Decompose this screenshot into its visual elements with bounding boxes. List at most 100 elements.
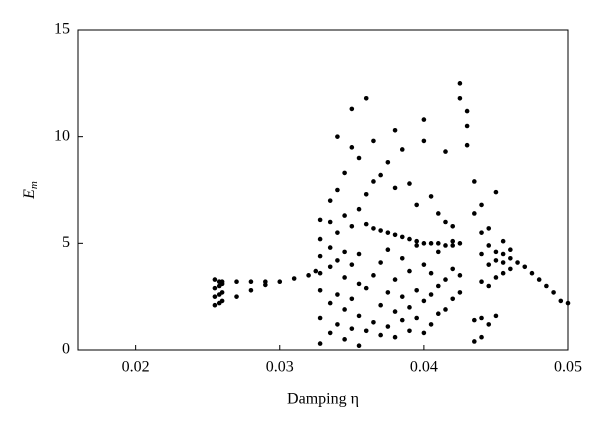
point (327, 219, 333, 225)
point (493, 258, 499, 263)
plot-frame (77, 29, 569, 351)
point (378, 302, 383, 308)
point (522, 264, 528, 270)
point (435, 241, 441, 246)
y-tick-label: 5 (62, 234, 70, 251)
point (378, 260, 383, 265)
point (450, 296, 456, 302)
point (464, 123, 470, 129)
point (565, 300, 571, 306)
point (363, 221, 369, 227)
point (317, 270, 323, 276)
point (385, 247, 391, 253)
y-axis-label: Em (21, 181, 40, 200)
point (443, 243, 448, 248)
point (399, 294, 405, 299)
point (378, 332, 383, 338)
point (385, 290, 391, 295)
point (435, 211, 441, 216)
point (428, 322, 434, 327)
point (414, 238, 419, 244)
point (414, 287, 419, 293)
point (508, 247, 513, 253)
point (399, 147, 405, 152)
point (399, 317, 405, 323)
point (443, 149, 448, 154)
point (342, 213, 347, 218)
point (317, 217, 323, 223)
x-tick-label: 0.04 (410, 359, 438, 376)
point (371, 319, 376, 325)
point (450, 243, 456, 248)
point (479, 334, 484, 340)
point (385, 324, 391, 329)
point (472, 339, 477, 344)
point (443, 277, 448, 282)
point (212, 302, 218, 308)
point (349, 223, 355, 229)
point (486, 243, 492, 248)
point (493, 275, 499, 280)
point (479, 315, 484, 321)
point (500, 238, 506, 244)
point (450, 238, 456, 244)
point (486, 283, 492, 289)
point (464, 108, 470, 114)
y-tick-label: 10 (54, 127, 70, 144)
point (529, 270, 535, 276)
point (349, 326, 355, 331)
point (342, 307, 347, 312)
point (212, 277, 218, 282)
point (407, 305, 412, 310)
y-label-sub: m (28, 181, 40, 189)
point (378, 172, 383, 178)
point (421, 117, 427, 122)
point (212, 285, 218, 291)
point (472, 317, 477, 323)
point (248, 279, 254, 285)
point (392, 127, 398, 133)
point (407, 236, 412, 242)
point (327, 300, 333, 306)
point (327, 245, 333, 250)
y-tick-label: 0 (62, 341, 70, 358)
point (457, 273, 463, 278)
point (335, 258, 340, 263)
point (363, 191, 369, 197)
point (219, 279, 225, 285)
point (479, 279, 484, 285)
point (317, 253, 323, 259)
point (472, 179, 477, 184)
point (263, 282, 268, 288)
point (248, 287, 254, 293)
point (234, 294, 239, 299)
point (363, 328, 369, 334)
x-tick-label: 0.03 (266, 359, 294, 376)
point (508, 266, 513, 272)
point (317, 287, 323, 293)
point (356, 281, 362, 287)
point (500, 270, 506, 276)
point (428, 241, 434, 246)
point (342, 249, 347, 255)
point (356, 155, 362, 161)
point (493, 249, 499, 255)
point (327, 198, 333, 203)
point (428, 194, 434, 199)
point (443, 219, 448, 225)
point (486, 322, 492, 327)
point (500, 251, 506, 257)
x-axis-label: Damping η (287, 391, 359, 408)
point (234, 279, 239, 285)
y-tick-label: 15 (54, 21, 70, 38)
point (443, 307, 448, 312)
point (392, 334, 398, 340)
point (263, 279, 268, 285)
point (399, 255, 405, 261)
point (317, 315, 323, 321)
point (277, 279, 283, 285)
point (317, 236, 323, 242)
point (457, 241, 463, 246)
point (450, 266, 456, 272)
